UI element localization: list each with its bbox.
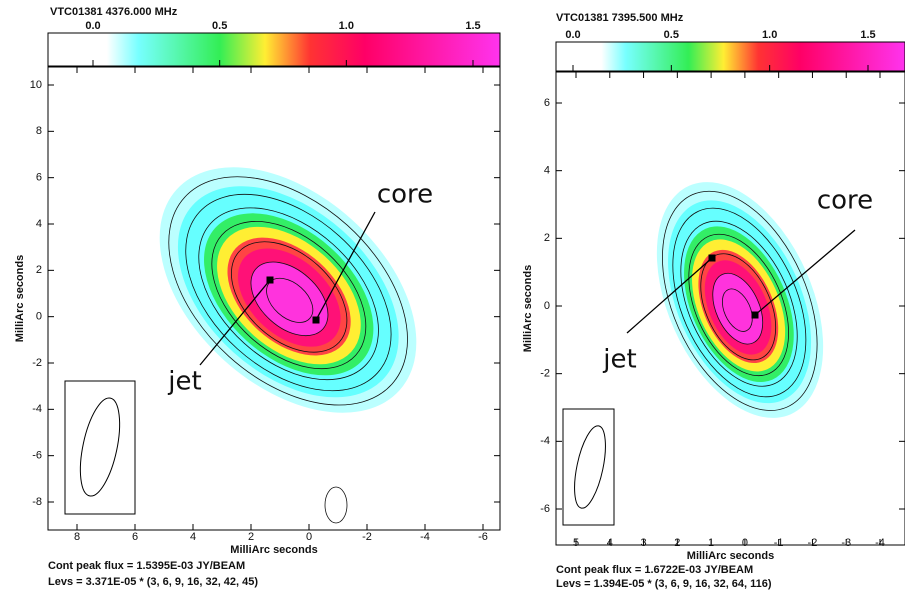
footer-line: Cont peak flux = 1.5395E-03 JY/BEAM (48, 560, 245, 572)
x-tick-label: 3 (640, 537, 646, 549)
x-tick-label: 4 (190, 531, 196, 543)
x-tick-label: -2 (362, 531, 372, 543)
colorbar-tick-label: 1.5 (860, 29, 875, 41)
x-tick-label: 0 (742, 537, 748, 549)
colorbar (48, 33, 500, 66)
x-tick-label: -6 (478, 531, 488, 543)
y-tick-label: -4 (32, 403, 42, 415)
y-tick-label: 0 (544, 300, 550, 312)
footer-line: Levs = 1.394E-05 * (3, 6, 9, 16, 32, 64,… (556, 578, 772, 590)
footer-line: Cont peak flux = 1.6722E-03 JY/BEAM (556, 564, 753, 576)
annotation: core (817, 186, 873, 216)
y-axis-label: MilliArc seconds (14, 255, 26, 342)
x-tick-label: 1 (708, 537, 714, 549)
annotation: jet (167, 367, 201, 397)
x-tick-label: 2 (248, 531, 254, 543)
annotation: core (377, 180, 433, 210)
y-tick-label: -8 (32, 496, 42, 508)
x-tick-label: 5 (573, 537, 579, 549)
colorbar-tick-label: 1.0 (762, 29, 777, 41)
component-marker (709, 255, 716, 262)
y-tick-label: -2 (32, 357, 42, 369)
colorbar-tick-label: 0.5 (212, 20, 227, 32)
x-tick-label: -2 (808, 537, 818, 549)
x-tick-label: -3 (841, 537, 851, 549)
y-tick-label: -2 (540, 368, 550, 380)
figure: VTC01381 4376.000 MHz0.00.51.01.51086420… (0, 0, 905, 592)
panel-header: VTC01381 7395.500 MHz (556, 12, 684, 24)
x-axis-label: MilliArc seconds (230, 544, 317, 556)
colorbar-tick-label: 0.5 (664, 29, 679, 41)
y-tick-label: 6 (544, 97, 550, 109)
y-tick-label: 0 (36, 311, 42, 323)
y-tick-label: -4 (540, 435, 550, 447)
x-tick-label: 8 (74, 531, 80, 543)
beam-box (563, 409, 614, 525)
colorbar-tick-label: 0.0 (85, 20, 100, 32)
y-tick-label: 6 (36, 172, 42, 184)
colorbar (556, 42, 905, 71)
y-tick-label: 2 (544, 232, 550, 244)
y-tick-label: 8 (36, 125, 42, 137)
panel: VTC01381 7395.500 MHz 0.0 0.5 1.0 1.5 6 4 2 0 -2 -… (522, 12, 905, 590)
y-tick-label: 4 (544, 165, 550, 177)
y-tick-label: 4 (36, 218, 42, 230)
x-tick-label: 4 (607, 537, 613, 549)
x-axis-label: MilliArc seconds (687, 550, 774, 562)
x-tick-label: -1 (774, 537, 784, 549)
x-tick-label: 6 (132, 531, 138, 543)
colorbar-tick-label: 1.5 (465, 20, 480, 32)
footer-line: Levs = 3.371E-05 * (3, 6, 9, 16, 32, 42,… (48, 576, 258, 588)
x-tick-label: 0 (306, 531, 312, 543)
component-marker (267, 277, 274, 284)
component-marker (752, 312, 759, 319)
annotation: jet (602, 345, 636, 375)
x-tick-label: 2 (674, 537, 680, 549)
y-tick-label: -6 (32, 450, 42, 462)
component-marker (313, 317, 320, 324)
x-tick-label: -4 (420, 531, 430, 543)
panel-header: VTC01381 4376.000 MHz (50, 6, 178, 18)
y-tick-label: 10 (30, 79, 42, 91)
colorbar-tick-label: 1.0 (339, 20, 354, 32)
beam-box (65, 381, 135, 514)
y-axis-label: MilliArc seconds (522, 265, 534, 352)
y-tick-label: -6 (540, 503, 550, 515)
x-tick-label: -4 (875, 537, 885, 549)
panel: VTC01381 4376.000 MHz 0.0 0.5 1.0 1.5 10 8 6 4 2 0… (14, 6, 500, 588)
colorbar-tick-label: 0.0 (565, 29, 580, 41)
y-tick-label: 2 (36, 264, 42, 276)
